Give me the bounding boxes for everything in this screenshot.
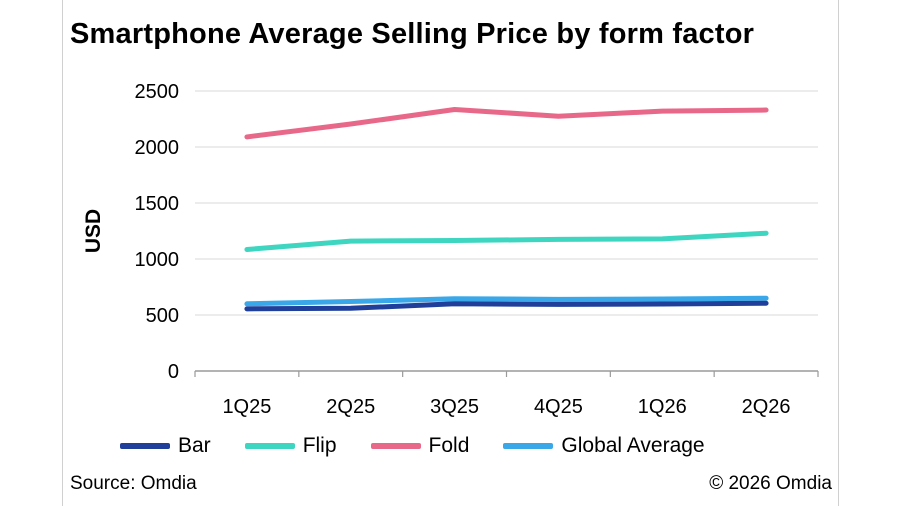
chart-title: Smartphone Average Selling Price by form…	[70, 18, 755, 50]
y-axis-label: USD	[82, 209, 105, 253]
x-tick-label: 3Q25	[430, 396, 479, 418]
y-tick-label: 0	[168, 361, 179, 383]
y-tick-label: 2500	[135, 81, 180, 103]
y-tick-label: 1500	[135, 193, 180, 215]
legend-item-flip: Flip	[244, 434, 337, 458]
x-tick-label: 4Q25	[534, 396, 583, 418]
legend-label: Bar	[178, 434, 211, 457]
x-tick-label: 1Q25	[222, 396, 271, 418]
y-tick-label: 2000	[135, 137, 180, 159]
left-frame-border	[62, 0, 63, 506]
series-line-global-average	[244, 295, 769, 307]
legend-swatch	[244, 443, 295, 449]
x-tick-label: 2Q26	[742, 396, 791, 418]
series-line-bar	[244, 300, 769, 312]
chart-legend: Bar Flip Fold Global Average	[120, 434, 739, 458]
x-tick-label: 1Q26	[638, 396, 687, 418]
legend-label: Global Average	[561, 434, 705, 457]
source-note: Source: Omdia	[70, 473, 197, 494]
legend-label: Fold	[428, 434, 470, 457]
legend-item-fold: Fold	[370, 434, 470, 458]
x-tick-label: 2Q25	[326, 396, 375, 418]
series-line-flip	[244, 230, 769, 252]
y-tick-label: 500	[146, 305, 179, 327]
legend-swatch	[503, 443, 554, 449]
legend-swatch	[370, 443, 421, 449]
legend-item-bar: Bar	[120, 434, 211, 458]
y-tick-label: 1000	[135, 249, 180, 271]
series-line-fold	[244, 106, 769, 140]
legend-label: Flip	[302, 434, 337, 457]
legend-swatch	[120, 443, 170, 449]
copyright-note: © 2026 Omdia	[709, 473, 832, 494]
right-frame-border	[838, 0, 839, 506]
legend-item-global-average: Global Average	[503, 434, 705, 458]
